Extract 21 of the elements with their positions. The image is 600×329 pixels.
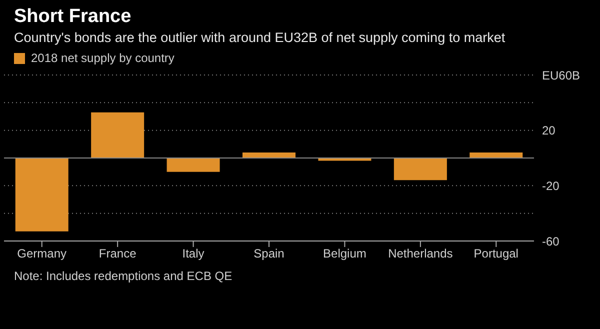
x-tick-label: Italy <box>182 246 204 261</box>
x-tick-label: Portugal <box>474 246 518 261</box>
chart-title: Short France <box>14 6 132 28</box>
legend-label: 2018 net supply by country <box>31 51 174 65</box>
bar <box>91 112 144 158</box>
y-tick-label: EU60B <box>542 68 580 82</box>
y-tick-label: -60 <box>542 234 560 248</box>
x-tick-label: Germany <box>17 246 67 261</box>
y-tick-label: -20 <box>542 178 560 193</box>
x-tick-label: Netherlands <box>388 246 453 261</box>
bar <box>15 158 68 232</box>
bar <box>470 152 523 158</box>
bar <box>166 158 220 172</box>
chart-subtitle: Country's bonds are the outlier with around EU32B of net supply coming to market <box>14 30 506 45</box>
y-tick-label: 20 <box>542 124 556 138</box>
x-tick-label: Belgium <box>323 246 366 261</box>
text: Note: Includes redemptions and ECB QE <box>14 269 234 283</box>
bar <box>394 158 447 180</box>
bar <box>242 152 296 158</box>
x-tick-label: Spain <box>254 246 284 261</box>
x-tick-label: France <box>98 246 137 261</box>
